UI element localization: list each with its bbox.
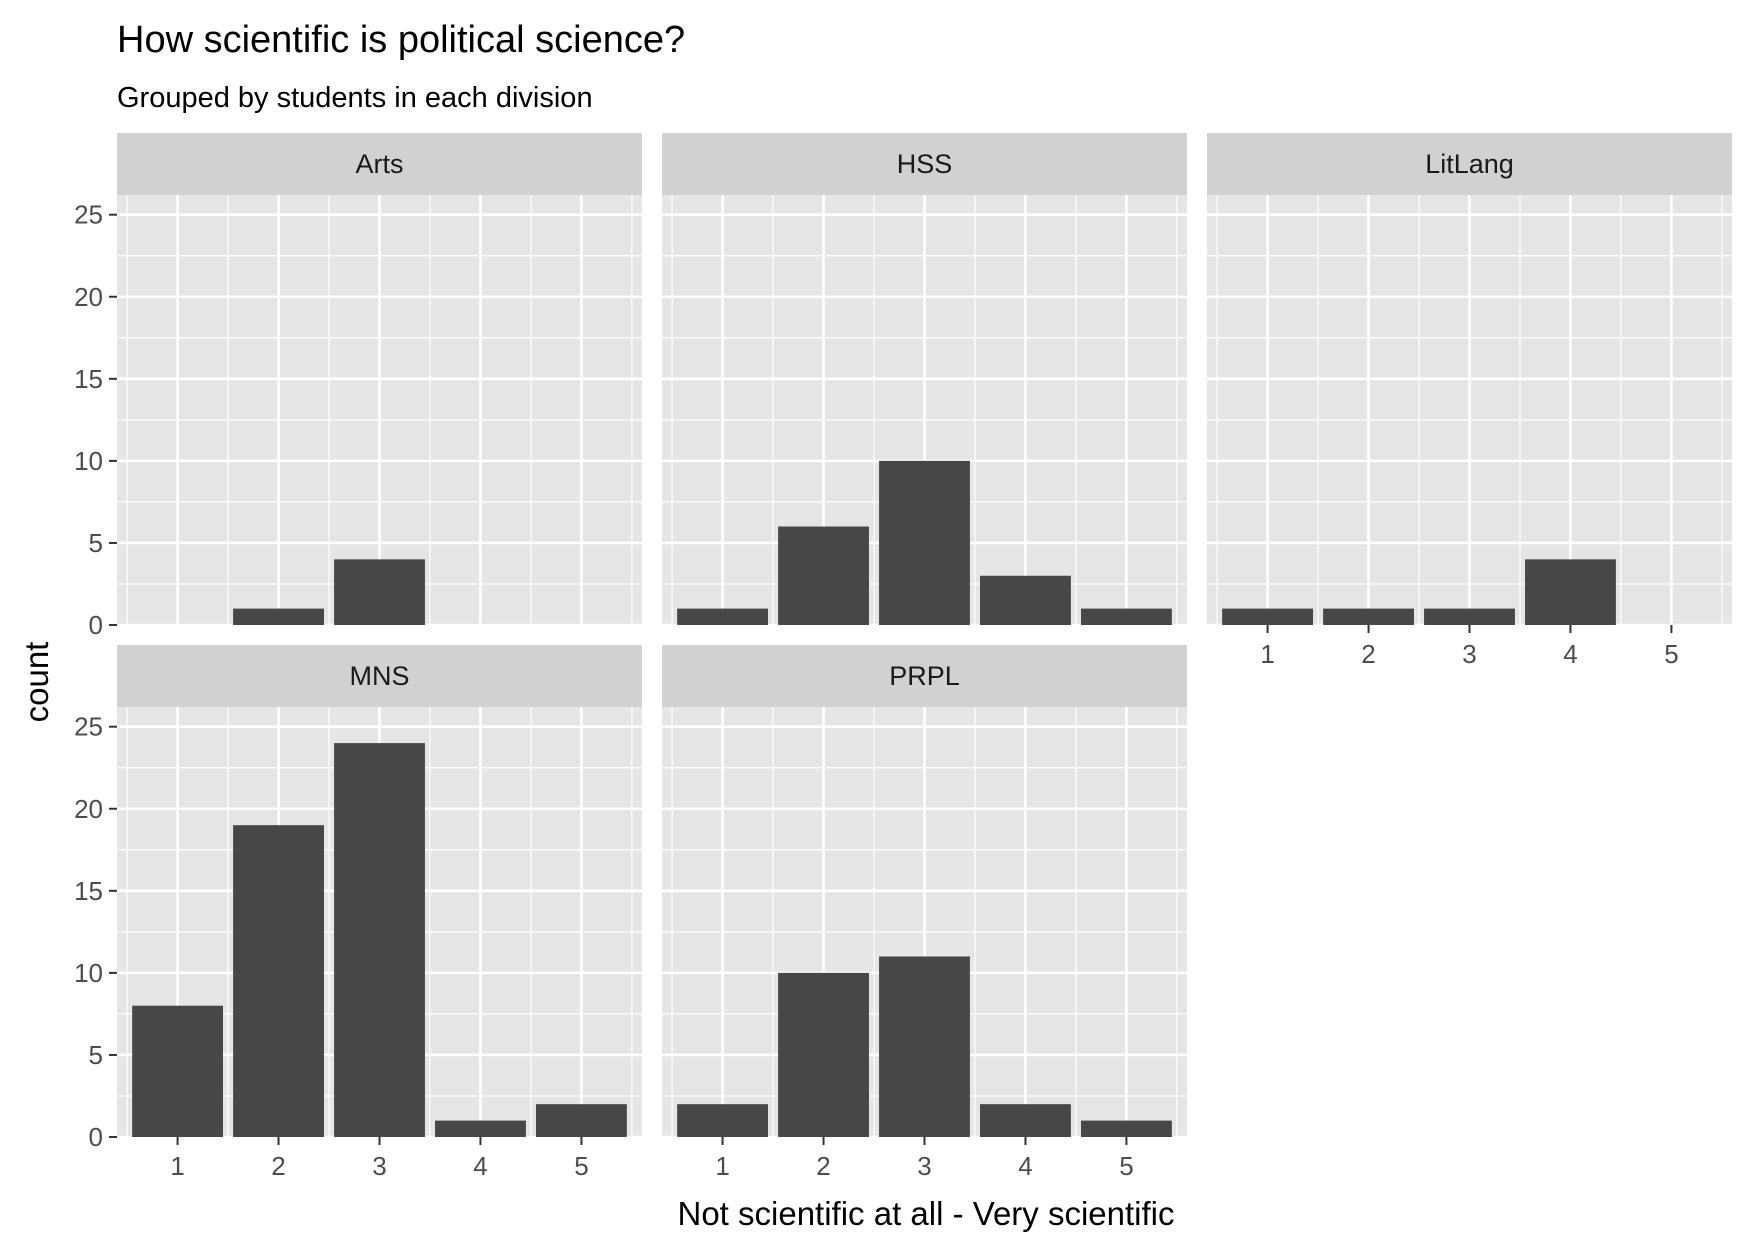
y-tick-label: 0	[89, 1122, 103, 1152]
facet-strip	[662, 133, 1187, 195]
chart-title: How scientific is political science?	[117, 19, 685, 61]
y-tick-label: 20	[74, 794, 103, 824]
facet-strip	[117, 645, 642, 707]
bar-litlang-1	[1222, 608, 1314, 625]
y-tick-label: 20	[74, 282, 103, 312]
y-tick-label: 10	[74, 958, 103, 988]
x-tick-label: 5	[1119, 1151, 1133, 1181]
bar-prpl-2	[778, 972, 869, 1137]
bar-litlang-3	[1424, 608, 1515, 625]
chart-subtitle: Grouped by students in each division	[117, 82, 593, 114]
facet-strip	[117, 133, 642, 195]
y-tick-label: 25	[74, 200, 103, 230]
facet-hss: HSS	[662, 133, 1187, 627]
y-tick-label: 15	[74, 364, 103, 394]
facet-mns: MNS 0 5 10 15 20 25 1 2 3 4 5	[74, 645, 642, 1181]
bar-arts-2	[233, 608, 324, 625]
bar-litlang-4	[1525, 559, 1616, 625]
bar-mns-5	[535, 1104, 627, 1137]
facet-strip-label: PRPL	[889, 661, 960, 691]
bar-mns-1	[132, 1005, 224, 1137]
y-tick-label: 0	[89, 610, 103, 640]
bar-litlang-2	[1323, 608, 1414, 625]
y-tick-label: 15	[74, 876, 103, 906]
y-axis-title: count	[18, 642, 55, 723]
x-tick-label: 2	[271, 1151, 285, 1181]
x-tick-label: 3	[917, 1151, 931, 1181]
y-tick-label: 10	[74, 446, 103, 476]
bar-hss-5	[1080, 608, 1172, 625]
x-axis-title: Not scientific at all - Very scientific	[678, 1195, 1175, 1232]
bar-hss-4	[980, 575, 1071, 625]
y-tick-label: 5	[89, 528, 103, 558]
x-tick-label: 3	[1462, 639, 1476, 669]
bar-prpl-5	[1080, 1120, 1172, 1137]
bar-arts-3	[334, 559, 425, 625]
x-tick-label: 1	[1260, 639, 1274, 669]
bar-hss-3	[879, 460, 970, 625]
x-tick-label: 3	[372, 1151, 386, 1181]
x-tick-label: 2	[816, 1151, 830, 1181]
bar-hss-1	[677, 608, 769, 625]
bar-prpl-3	[879, 956, 970, 1137]
y-tick-label: 5	[89, 1040, 103, 1070]
facet-strip-label: LitLang	[1425, 149, 1514, 179]
bar-mns-2	[233, 825, 324, 1137]
x-tick-label: 5	[574, 1151, 588, 1181]
x-tick-label: 1	[170, 1151, 184, 1181]
facet-strip-label: MNS	[350, 661, 410, 691]
facet-strip	[662, 645, 1187, 707]
bar-mns-3	[334, 743, 425, 1137]
facet-litlang: LitLang 1 2 3 4 5	[1207, 133, 1732, 669]
facet-strip	[1207, 133, 1732, 195]
facet-strip-label: Arts	[355, 149, 403, 179]
x-tick-label: 2	[1361, 639, 1375, 669]
facet-arts: Arts 0 5 10 15 20 25	[74, 133, 642, 640]
bar-mns-4	[435, 1120, 526, 1137]
bar-hss-2	[778, 526, 869, 625]
bar-prpl-1	[677, 1104, 769, 1137]
x-tick-label: 1	[715, 1151, 729, 1181]
y-tick-label: 25	[74, 712, 103, 742]
facet-strip-label: HSS	[897, 149, 953, 179]
x-tick-label: 5	[1664, 639, 1678, 669]
x-tick-label: 4	[1563, 639, 1577, 669]
x-tick-label: 4	[473, 1151, 487, 1181]
bar-prpl-4	[980, 1104, 1071, 1137]
x-tick-label: 4	[1018, 1151, 1032, 1181]
facet-prpl: PRPL 1 2 3 4 5	[662, 645, 1187, 1181]
